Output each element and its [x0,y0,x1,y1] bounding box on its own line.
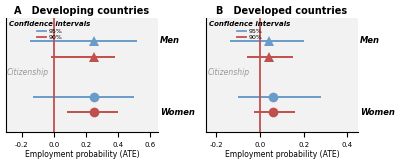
X-axis label: Employment probability (ATE): Employment probability (ATE) [224,150,339,159]
Text: Citizenship: Citizenship [7,68,49,77]
Text: Men: Men [360,36,380,45]
Legend: 95%, 90%: 95%, 90% [9,21,91,41]
X-axis label: Employment probability (ATE): Employment probability (ATE) [24,150,139,159]
Text: Women: Women [360,108,394,117]
Title: A   Developing countries: A Developing countries [14,6,150,16]
Title: B   Developed countries: B Developed countries [216,6,348,16]
Text: Citizenship: Citizenship [208,68,250,77]
Legend: 95%, 90%: 95%, 90% [209,21,291,41]
Text: Women: Women [160,108,194,117]
Text: Men: Men [160,36,180,45]
